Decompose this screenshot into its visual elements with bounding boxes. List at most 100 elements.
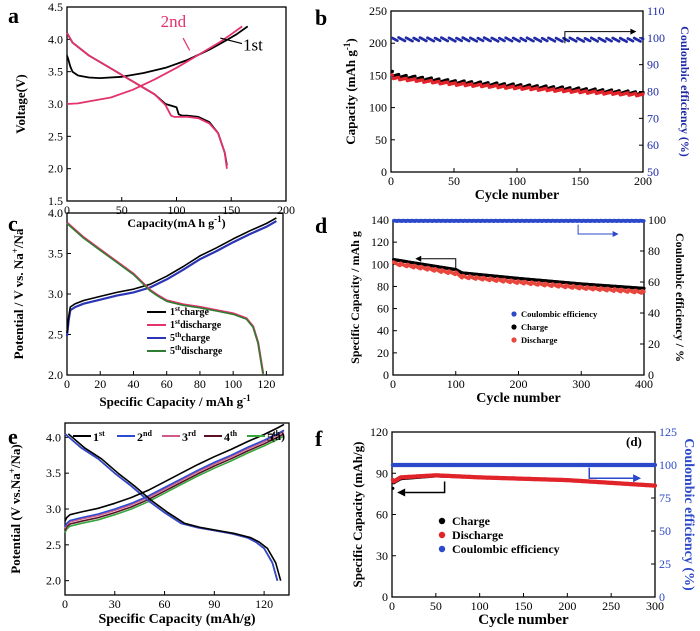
arrow-head	[630, 28, 637, 35]
y2-tick-label: 0	[659, 590, 665, 604]
sub-label: (a)	[271, 429, 285, 443]
y-axis-label: Potential / V vs. Na+/Na	[10, 228, 26, 359]
y2-tick-label: 90	[647, 58, 659, 72]
y-tick-label: 90	[376, 466, 388, 480]
x-axis-label-sup: -1	[214, 214, 222, 224]
x-axis-label-text: Specific Capacity (mAh/g)	[98, 612, 255, 627]
ce-point	[411, 39, 414, 43]
curve-cycle-4-charge	[64, 433, 285, 531]
x-axis-label: Capacity(mA h g-1)	[127, 214, 225, 230]
ce-point	[503, 39, 506, 43]
curve-cycle-2-charge	[64, 429, 285, 528]
charge-point	[413, 74, 417, 79]
charge-point	[642, 286, 646, 290]
x-tick-label: 0	[64, 377, 70, 391]
legend-rest: charge	[180, 307, 209, 318]
legend-label: 1st	[93, 429, 105, 444]
legend-num: 3	[182, 430, 188, 444]
ce-point	[588, 39, 592, 43]
x-tick-label: 100	[471, 599, 489, 613]
legend-marker	[438, 517, 446, 525]
panel-letter: e	[8, 424, 18, 449]
legend-label: 5thdischarge	[170, 344, 223, 357]
y-tick-label: 3.5	[48, 247, 63, 261]
x-tick-label: 100	[168, 203, 186, 217]
y2-tick-label: 100	[659, 458, 677, 472]
panel-d: 0 100 200 300 400020406080100120140020406080…	[315, 213, 687, 406]
x-tick-label: 0	[64, 203, 70, 217]
x-tick-label: 120	[255, 597, 273, 611]
y-axis-label-text: Specific Capacity (mAh/g)	[350, 442, 365, 588]
x-tick-label: 150	[515, 599, 533, 613]
legend-rest: discharge	[181, 346, 223, 357]
x-tick-label: 0	[388, 174, 394, 188]
y2-tick-label: 110	[647, 4, 665, 18]
x-axis-label-text: Capacity(mA h g	[127, 216, 214, 230]
y-tick-label: 0	[383, 368, 389, 382]
y-axis-label-end: )	[343, 38, 358, 42]
panel-letter: b	[315, 5, 327, 30]
ce-point	[518, 39, 521, 43]
legend-label: Coulombic efficiency	[452, 542, 560, 556]
y-axis-label-text: Voltage(V)	[13, 74, 28, 133]
legend-num: 1	[93, 430, 99, 444]
x-tick-label: 200	[634, 174, 652, 188]
ce-point	[631, 39, 635, 43]
panel-b: 0 50 100 150 200 0 50 100 150 200 250 50 60 70 80 90 100…	[315, 4, 692, 203]
x-tick-label: 90	[208, 597, 220, 611]
ce-point	[639, 40, 642, 43]
y-axis-label-text: Potential / V vs. Na	[11, 253, 26, 360]
annotation-arrow	[220, 37, 243, 45]
legend-sup: st	[99, 429, 105, 438]
ce-point	[403, 39, 407, 43]
annotation-2nd: 2nd	[161, 12, 187, 31]
panel-letter: c	[8, 211, 18, 236]
charge-point	[391, 486, 395, 490]
axis-arrow	[405, 481, 446, 494]
panel-letter: f	[315, 426, 323, 451]
ce-point	[395, 39, 399, 42]
ce-point	[496, 39, 500, 43]
curve-cycle-1-discharge	[67, 433, 282, 581]
y-tick-label: 30	[376, 549, 388, 563]
y2-tick-label: 50	[647, 165, 659, 179]
legend-marker	[511, 311, 517, 317]
legend-marker	[438, 545, 446, 553]
y-tick-label: 2.0	[46, 574, 61, 588]
panel-f: 0 50 100 150 200 250 3000306090120025507510012…	[315, 425, 696, 628]
legend-label: Coulombic efficiency	[521, 309, 598, 319]
discharge-point	[642, 289, 646, 294]
curve-2nd-discharge	[66, 32, 228, 169]
ce-point	[432, 39, 436, 43]
curve-cycle-1-charge	[64, 423, 285, 522]
legend-num: 1	[170, 320, 175, 331]
y-tick-label: 60	[377, 302, 389, 316]
curve-1st-charge	[66, 25, 249, 79]
charge-point	[404, 73, 408, 78]
ce-point	[582, 40, 586, 43]
x-tick-label: 20	[94, 377, 106, 391]
y-axis-label-text: Specific Capacity / mAh g	[348, 231, 362, 364]
legend-rest: discharge	[180, 320, 222, 331]
y-tick-label: 4.5	[48, 0, 63, 14]
y2-tick-label: 50	[659, 524, 671, 538]
y-axis-label-end: /Na	[11, 228, 26, 249]
y-tick-label: 100	[371, 257, 389, 271]
y2-tick-label: 20	[648, 337, 660, 351]
discharge-point	[390, 73, 394, 77]
x-tick-label: 0	[62, 597, 68, 611]
annotation-1st: 1st	[243, 36, 263, 55]
curve-5th-charge	[65, 220, 277, 337]
ce-point	[574, 39, 578, 43]
y2-tick-label: 75	[659, 491, 671, 505]
x-tick-label: 30	[109, 597, 121, 611]
x-axis-label: Cycle number	[478, 612, 569, 628]
y2-tick-label: 80	[648, 244, 660, 258]
panel-letter: a	[8, 3, 19, 28]
curve-2nd-charge	[66, 25, 243, 105]
legend-sup: th	[230, 429, 238, 438]
curve-cycle-5-charge	[64, 435, 285, 533]
x-tick-label: 50	[116, 203, 128, 217]
sub-label: (d)	[626, 434, 642, 449]
discharge-point	[641, 92, 645, 96]
